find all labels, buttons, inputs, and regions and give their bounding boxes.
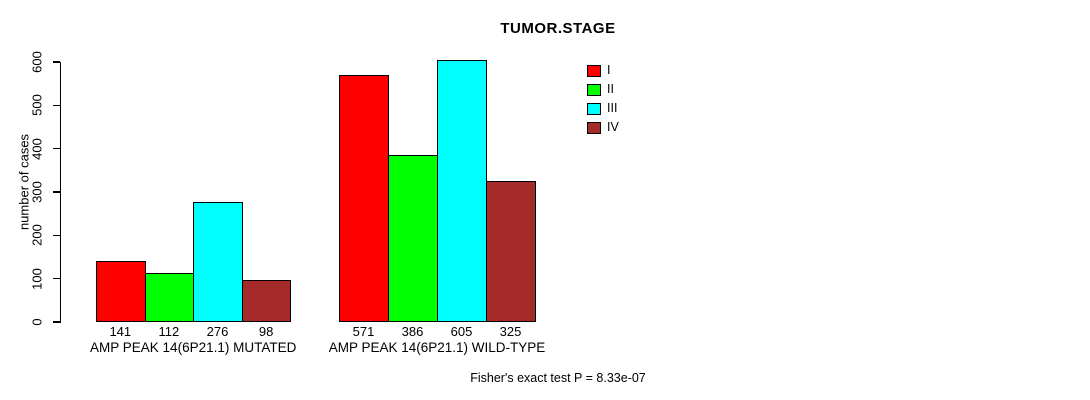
y-tick-mark — [53, 191, 60, 193]
legend-swatch-icon — [587, 64, 601, 77]
bar-value-mutated-IV: 98 — [258, 324, 274, 339]
bar-value-mutated-II: 112 — [158, 324, 180, 339]
legend-item-IV: IV — [587, 120, 619, 134]
bar-wild-type-stage-I — [339, 74, 389, 322]
bar-value-mutated-III: 276 — [206, 324, 229, 339]
y-tick-mark — [53, 147, 60, 150]
bar-value-wild-type-III: 605 — [450, 324, 473, 339]
x-group-label-mutated: AMP PEAK 14(6P21.1) MUTATED — [90, 340, 297, 355]
bar-mutated-stage-III — [193, 202, 243, 322]
legend-swatch-icon — [587, 121, 601, 134]
legend: I II III IV — [587, 63, 619, 141]
y-tick-label: 500 — [29, 94, 45, 117]
bar-value-mutated-I: 141 — [109, 324, 132, 339]
y-tick-mark — [53, 61, 60, 63]
bar-mutated-stage-II — [144, 273, 195, 322]
legend-label: III — [607, 101, 618, 115]
fisher-test-annotation: Fisher's exact test P = 8.33e-07 — [470, 371, 646, 385]
y-tick-label: 0 — [29, 318, 45, 326]
bar-value-wild-type-IV: 325 — [499, 324, 522, 339]
bar-value-wild-type-II: 386 — [401, 324, 424, 339]
bar-value-wild-type-I: 571 — [352, 324, 375, 339]
legend-label: I — [607, 63, 611, 77]
bar-wild-type-stage-IV — [486, 181, 536, 322]
y-tick-label: 300 — [29, 181, 45, 203]
y-tick-label: 100 — [29, 267, 45, 290]
legend-swatch-icon — [587, 83, 601, 96]
bar-mutated-stage-I — [96, 260, 146, 322]
x-group-label-wild-type: AMP PEAK 14(6P21.1) WILD-TYPE — [328, 340, 546, 355]
y-tick-label: 400 — [29, 137, 45, 160]
legend-item-I: I — [587, 63, 619, 77]
y-tick-mark — [53, 104, 60, 107]
legend-swatch-icon — [587, 102, 601, 115]
legend-label: IV — [607, 120, 619, 134]
y-tick-mark — [53, 277, 60, 280]
y-tick-mark — [53, 321, 60, 323]
legend-item-III: III — [587, 101, 619, 115]
chart-title: TUMOR.STAGE — [500, 20, 616, 37]
bar-wild-type-stage-III — [437, 59, 487, 322]
y-tick-label: 600 — [29, 51, 45, 73]
y-tick-mark — [53, 234, 60, 237]
legend-item-II: II — [587, 82, 619, 96]
legend-label: II — [607, 82, 614, 96]
bar-mutated-stage-IV — [241, 279, 292, 322]
y-axis-line — [59, 61, 61, 323]
bar-wild-type-stage-II — [388, 154, 438, 322]
y-tick-label: 200 — [29, 224, 45, 247]
